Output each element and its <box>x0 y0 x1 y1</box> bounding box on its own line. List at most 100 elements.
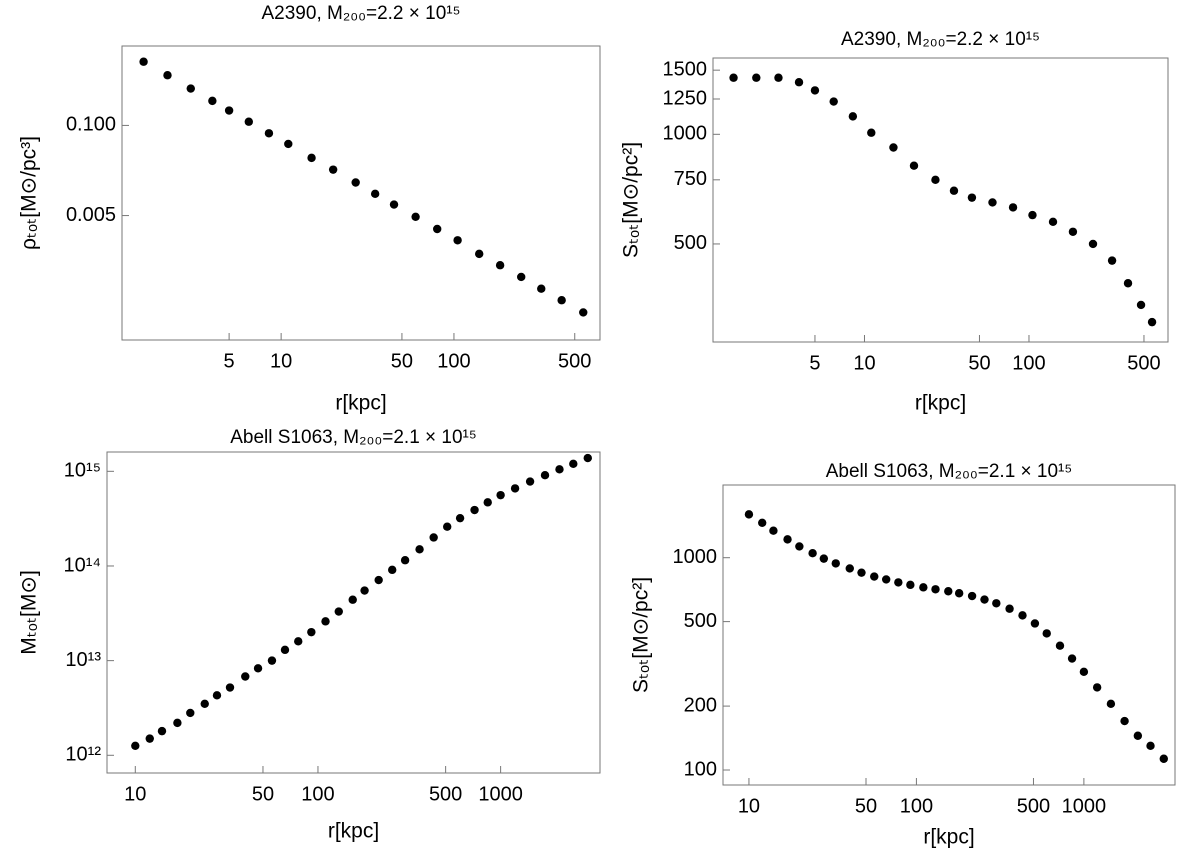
point <box>208 96 217 106</box>
chart-title: A2390, M₂₀₀=2.2 × 10¹⁵ <box>841 29 1040 50</box>
point <box>131 741 140 750</box>
y-axis-label: Mₜₒₜ[M⊙] <box>18 570 41 655</box>
point <box>845 564 854 573</box>
point <box>415 545 424 554</box>
point <box>889 143 898 152</box>
point <box>783 535 792 544</box>
x-tick-label: 5 <box>809 352 820 374</box>
point <box>280 645 290 655</box>
x-tick-label: 500 <box>1127 352 1160 374</box>
point <box>909 161 919 170</box>
point <box>455 513 465 523</box>
point <box>163 71 172 80</box>
point <box>744 510 754 519</box>
point <box>583 453 592 463</box>
y-tick-label: 0.005 <box>66 204 116 226</box>
point <box>867 128 876 137</box>
point <box>967 193 977 202</box>
y-tick-label: 1000 <box>673 546 718 568</box>
point <box>1123 279 1133 288</box>
y-axis-label: Sₜₒₜ[M⊙/pc²] <box>630 577 653 693</box>
point <box>241 672 250 681</box>
point <box>388 565 397 575</box>
point <box>495 261 505 270</box>
x-tick-label: 100 <box>900 795 933 817</box>
y-tick-label: 0.100 <box>66 114 116 136</box>
x-tick-label: 5 <box>224 350 235 372</box>
y-axis-label: Sₜₒₜ[M⊙/pc²] <box>620 142 643 258</box>
plot-frame <box>712 57 1169 343</box>
point <box>443 522 452 531</box>
point <box>881 575 891 584</box>
point <box>470 505 479 515</box>
point <box>1030 619 1040 628</box>
point <box>173 718 182 728</box>
point <box>988 198 997 207</box>
x-tick-label: 500 <box>1017 795 1050 817</box>
y-tick-label: 500 <box>684 610 717 632</box>
x-tick-label: 10 <box>124 783 146 805</box>
point <box>1147 317 1157 327</box>
y-tick-label: 200 <box>684 694 717 716</box>
point <box>569 459 578 469</box>
x-tick-label: 1000 <box>1062 795 1107 817</box>
point <box>224 106 234 115</box>
point <box>829 97 838 106</box>
point <box>225 683 235 692</box>
point <box>540 470 550 480</box>
y-tick-label: 1500 <box>663 58 708 80</box>
point <box>944 587 953 596</box>
point <box>200 699 209 708</box>
x-tick-label: 500 <box>429 783 462 805</box>
point <box>870 572 879 581</box>
point <box>1042 629 1051 638</box>
point <box>1067 654 1077 663</box>
point <box>1088 239 1098 249</box>
point <box>795 542 804 551</box>
point <box>954 589 964 598</box>
x-tick-label: 100 <box>301 783 334 805</box>
x-axis-label: r[kpc] <box>923 826 974 849</box>
y-tick-label: 10¹⁵ <box>64 460 101 482</box>
point <box>1048 217 1058 227</box>
point <box>157 726 167 736</box>
x-axis-label: r[kpc] <box>328 820 379 843</box>
point <box>555 465 564 474</box>
point <box>810 86 820 95</box>
point <box>931 585 940 594</box>
plot-frame <box>106 451 601 774</box>
point <box>557 296 566 305</box>
point <box>244 117 254 126</box>
point <box>919 583 928 592</box>
x-tick-label: 100 <box>1012 352 1045 374</box>
point <box>370 189 380 199</box>
chart-title: Abell S1063, M₂₀₀=2.1 × 10¹⁵ <box>230 427 477 448</box>
point <box>819 554 829 563</box>
point <box>483 498 492 507</box>
chart-title: Abell S1063, M₂₀₀=2.1 × 10¹⁵ <box>826 461 1073 482</box>
point <box>307 627 316 637</box>
point <box>1068 227 1078 236</box>
point <box>186 708 195 718</box>
point <box>980 595 989 604</box>
point <box>1018 611 1027 620</box>
point <box>429 533 438 542</box>
point <box>475 249 484 259</box>
point <box>752 73 761 82</box>
point <box>1079 667 1089 677</box>
point <box>510 484 520 493</box>
point <box>831 559 840 568</box>
x-tick-label: 500 <box>558 350 591 372</box>
x-tick-label: 50 <box>968 352 990 374</box>
point <box>411 212 420 221</box>
y-tick-label: 500 <box>674 232 707 254</box>
point <box>328 165 338 174</box>
point <box>374 575 383 585</box>
point <box>496 490 505 500</box>
point <box>1159 754 1168 763</box>
x-axis-label: r[kpc] <box>915 392 966 415</box>
point <box>1106 699 1116 709</box>
point <box>145 734 154 743</box>
point <box>348 595 357 604</box>
